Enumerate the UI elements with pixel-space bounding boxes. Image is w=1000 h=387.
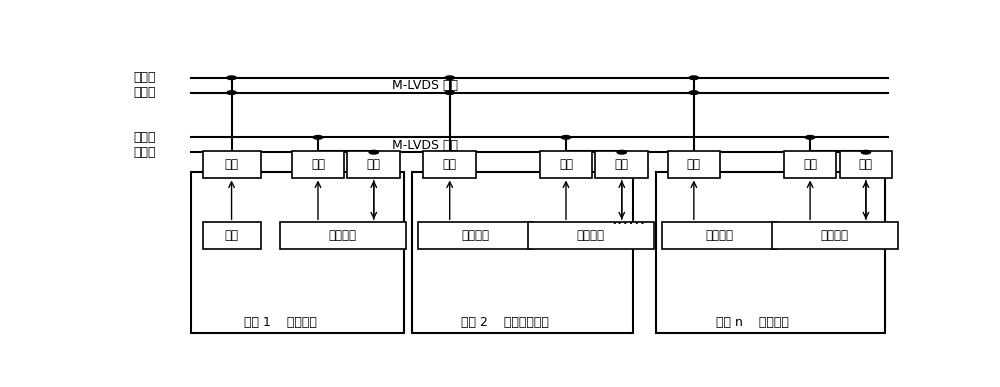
Bar xyxy=(540,151,592,178)
Bar xyxy=(595,151,648,178)
Circle shape xyxy=(445,91,454,94)
Text: 单板 n    （从站）: 单板 n （从站） xyxy=(716,317,789,329)
Text: 接收: 接收 xyxy=(687,158,701,171)
Text: 输通道: 输通道 xyxy=(134,86,156,99)
Bar xyxy=(662,222,777,249)
Text: 数据处理: 数据处理 xyxy=(329,229,357,242)
Bar xyxy=(191,171,404,332)
Bar xyxy=(280,222,406,249)
Bar xyxy=(772,222,898,249)
Text: 发送: 发送 xyxy=(559,158,573,171)
Text: 时钟: 时钟 xyxy=(225,229,239,242)
Text: 单板 2    （备用主站）: 单板 2 （备用主站） xyxy=(461,317,549,329)
Text: 输通道: 输通道 xyxy=(134,146,156,159)
Text: M-LVDS 总线: M-LVDS 总线 xyxy=(392,79,458,92)
Bar xyxy=(292,151,344,178)
Text: ......: ...... xyxy=(612,210,646,228)
Text: 时钓传: 时钓传 xyxy=(134,71,156,84)
Circle shape xyxy=(313,135,323,139)
Circle shape xyxy=(861,151,871,154)
Bar xyxy=(202,151,261,178)
Text: 接收: 接收 xyxy=(859,158,873,171)
Circle shape xyxy=(805,135,815,139)
Text: 数据处理: 数据处理 xyxy=(577,229,605,242)
Text: 定时处理: 定时处理 xyxy=(705,229,733,242)
Text: 接收: 接收 xyxy=(443,158,457,171)
Text: M-LVDS 总线: M-LVDS 总线 xyxy=(392,139,458,152)
Text: 接收: 接收 xyxy=(615,158,629,171)
Bar xyxy=(656,171,885,332)
Bar xyxy=(412,171,633,332)
Bar xyxy=(840,151,892,178)
Circle shape xyxy=(689,76,698,79)
Bar xyxy=(784,151,836,178)
Bar xyxy=(423,151,476,178)
Circle shape xyxy=(227,91,236,94)
Text: 单板 1    （主站）: 单板 1 （主站） xyxy=(244,317,316,329)
Text: 接收: 接收 xyxy=(367,158,381,171)
Text: 发送: 发送 xyxy=(311,158,325,171)
Bar xyxy=(202,222,261,249)
Text: 发送: 发送 xyxy=(803,158,817,171)
Text: 数据传: 数据传 xyxy=(134,131,156,144)
Bar xyxy=(347,151,400,178)
Bar xyxy=(528,222,654,249)
Circle shape xyxy=(689,91,698,94)
Circle shape xyxy=(445,76,454,79)
Circle shape xyxy=(617,151,626,154)
Circle shape xyxy=(369,151,378,154)
Circle shape xyxy=(227,76,236,79)
Bar xyxy=(668,151,720,178)
Bar xyxy=(418,222,533,249)
Text: 定时处理: 定时处理 xyxy=(461,229,489,242)
Circle shape xyxy=(561,135,571,139)
Text: 发送: 发送 xyxy=(225,158,239,171)
Text: 数据处理: 数据处理 xyxy=(821,229,849,242)
